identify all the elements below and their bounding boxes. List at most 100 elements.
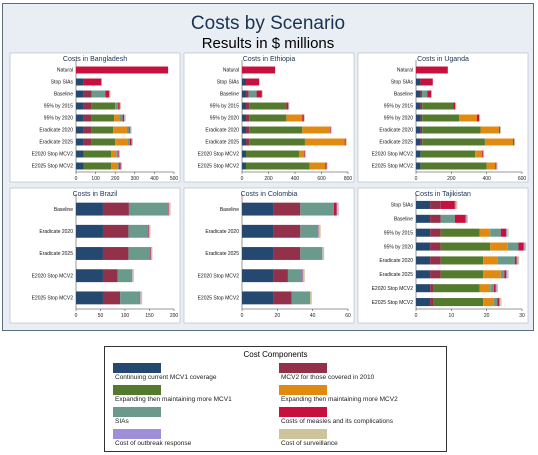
bar-segment xyxy=(302,269,305,283)
bar-segment xyxy=(304,150,305,158)
x-tick-label: 20 xyxy=(275,313,281,319)
bar-segment xyxy=(420,162,487,170)
legend-label: Expanding then maintaining more MCV2 xyxy=(281,396,398,403)
bar-segment xyxy=(242,138,246,146)
chart-panel: Costs in Bangladesh 0 100 200 300 400 500 Natur… xyxy=(9,52,181,183)
bar-segment xyxy=(490,242,508,251)
bar-segment xyxy=(420,102,423,110)
bar-segment xyxy=(122,114,125,122)
legend-item: Expanding then maintaining more MCV2 xyxy=(279,385,449,407)
x-tick-label: 150 xyxy=(145,313,154,319)
bar-segment xyxy=(302,114,304,122)
bar-segment xyxy=(433,298,484,307)
category-label: Baseline xyxy=(394,217,413,223)
bar-segment xyxy=(119,150,121,158)
legend-label: SIAs xyxy=(115,418,129,425)
category-label: E2025 Stop MCV2 xyxy=(32,164,74,170)
category-label: Stop SIAs xyxy=(391,80,414,86)
chart-title: Costs in Brazil xyxy=(73,191,118,198)
category-label: Eradicate 2025 xyxy=(379,272,413,278)
x-tick-label: 0 xyxy=(241,313,244,319)
bar-segment xyxy=(459,114,477,122)
bar-segment xyxy=(416,298,431,307)
bar-segment xyxy=(440,242,491,251)
bar-segment xyxy=(128,202,169,216)
x-tick-label: 20 xyxy=(484,313,490,319)
category-label: 95% by 2015 xyxy=(210,104,239,110)
category-label: Eradicate 2020 xyxy=(379,128,413,134)
bar-segment xyxy=(117,162,120,170)
bar-segment xyxy=(132,269,134,283)
chart-panel: Costs in Ethiopia 0 200 400 600 800 Natural Sto… xyxy=(183,52,355,183)
bar-segment xyxy=(506,228,508,237)
bar-segment xyxy=(420,126,423,134)
legend-swatch xyxy=(279,363,327,373)
bar-segment xyxy=(128,224,149,238)
bar-segment xyxy=(416,78,421,86)
bar-segment xyxy=(102,291,121,305)
legend-swatch xyxy=(113,407,161,417)
legend-swatch xyxy=(113,385,161,395)
bar-segment xyxy=(486,162,496,170)
bar-segment xyxy=(416,242,431,251)
category-label: E2020 Stop MCV2 xyxy=(32,152,74,158)
bar-segment xyxy=(76,78,84,86)
bar-segment xyxy=(120,102,122,110)
legend-item: Expanding then maintaining more MCV1 xyxy=(113,385,283,407)
bar-segment xyxy=(76,150,84,158)
bar-segment xyxy=(249,126,303,134)
bar-segment xyxy=(129,126,131,134)
x-tick-label: 400 xyxy=(150,176,159,182)
bar-segment xyxy=(475,150,483,158)
x-tick-label: 500 xyxy=(170,176,179,182)
bar-segment xyxy=(346,138,347,146)
bar-segment xyxy=(465,214,467,223)
bar-segment xyxy=(416,284,431,293)
bar-segment xyxy=(524,242,527,251)
bar-segment xyxy=(499,298,501,307)
category-label: E2025 Stop MCV2 xyxy=(198,296,240,302)
bar-segment xyxy=(507,228,509,237)
bar-segment xyxy=(83,150,112,158)
bar-segment xyxy=(117,269,132,283)
bar-segment xyxy=(416,256,431,265)
bar-segment xyxy=(83,78,102,86)
bar-segment xyxy=(76,291,103,305)
bar-segment xyxy=(286,114,303,122)
bar-segment xyxy=(416,126,421,134)
bar-segment xyxy=(483,150,485,158)
bar-segment xyxy=(420,78,433,86)
bar-segment xyxy=(416,270,431,279)
x-tick-label: 600 xyxy=(518,176,527,182)
bar-segment xyxy=(516,256,518,265)
bar-segment xyxy=(497,298,500,307)
bar-segment xyxy=(480,126,500,134)
bar-segment xyxy=(126,126,130,134)
legend-item: Cost of outbreak response xyxy=(113,429,283,451)
bar-segment xyxy=(506,270,508,279)
bar-segment xyxy=(466,214,468,223)
bar-segment xyxy=(111,150,117,158)
bar-segment xyxy=(454,214,466,223)
bar-segment xyxy=(416,150,421,158)
bar-segment xyxy=(420,90,423,98)
bar-segment xyxy=(482,150,484,158)
bar-segment xyxy=(430,284,434,293)
x-tick-label: 800 xyxy=(344,176,353,182)
bar-segment xyxy=(245,162,310,170)
bar-segment xyxy=(420,150,476,158)
bar-segment xyxy=(150,247,153,260)
category-label: Stop SIAs xyxy=(51,80,74,86)
bar-segment xyxy=(242,66,276,74)
category-label: 95% by 2015 xyxy=(384,104,413,110)
page-title: Costs by Scenario xyxy=(190,13,346,34)
category-label: Eradicate 2025 xyxy=(39,251,73,257)
bar-segment xyxy=(330,126,331,134)
bar-segment xyxy=(496,284,498,293)
legend-item: MCV2 for those covered in 2010 xyxy=(279,363,449,385)
bar-segment xyxy=(337,202,339,216)
bar-segment xyxy=(120,291,140,305)
bar-segment xyxy=(91,90,106,98)
category-label: Natural xyxy=(397,68,413,74)
x-tick-label: 60 xyxy=(345,313,351,319)
